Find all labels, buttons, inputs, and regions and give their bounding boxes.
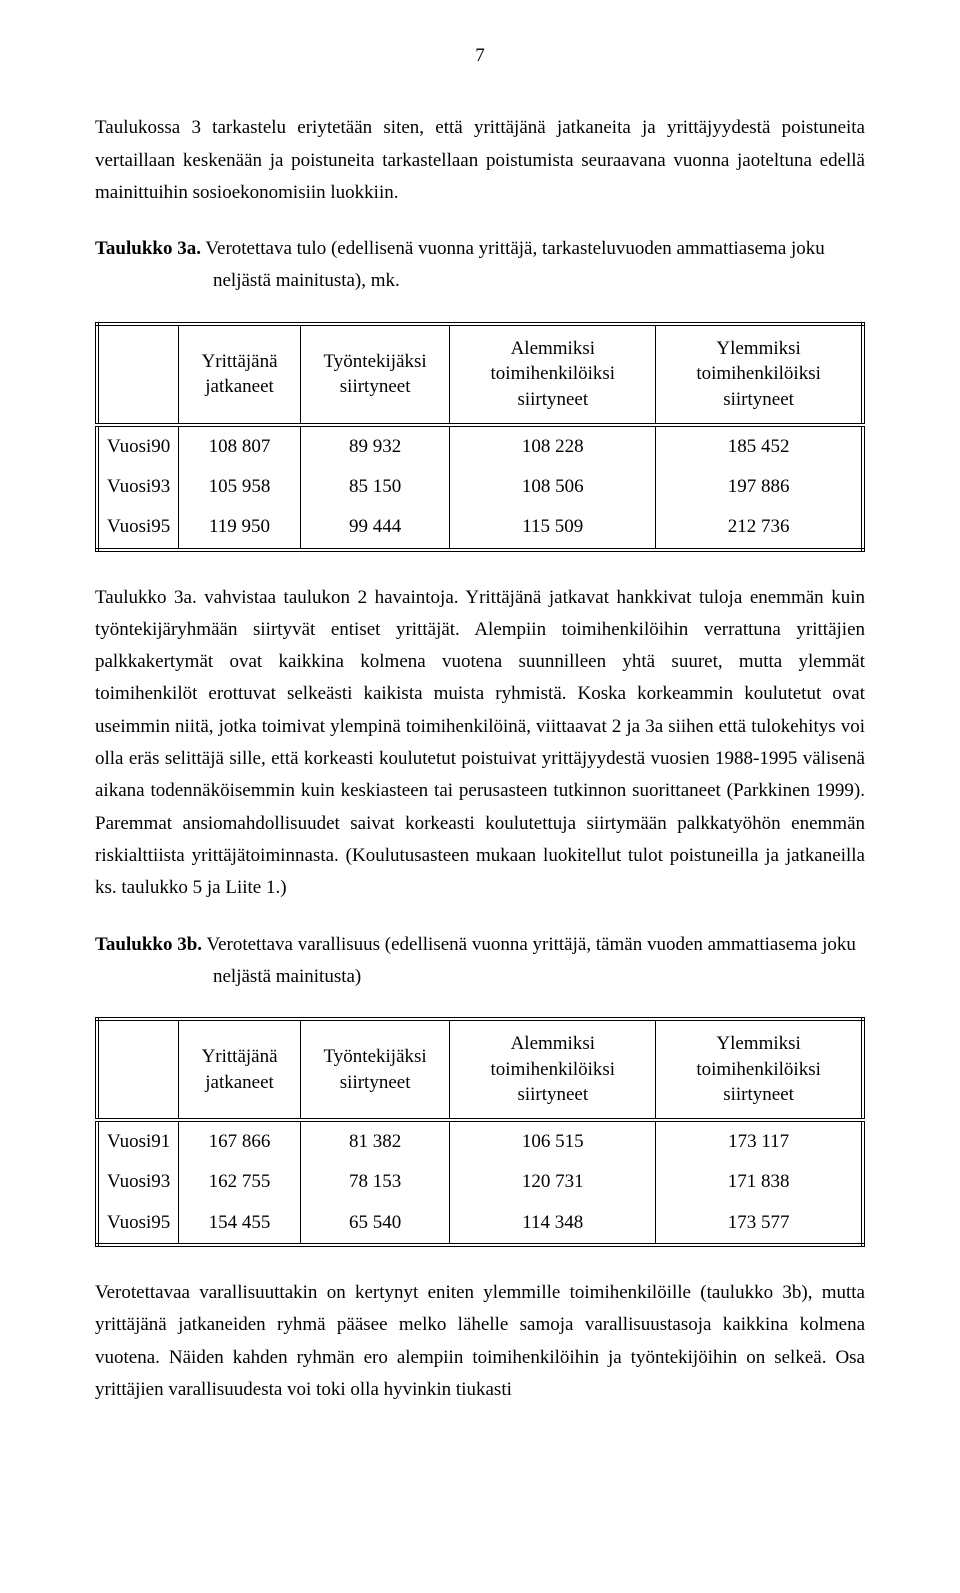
cell: Vuosi95: [97, 1203, 179, 1245]
cell: 212 736: [656, 507, 863, 549]
cell: 114 348: [450, 1203, 656, 1245]
caption-3b-label: Taulukko 3b.: [95, 934, 202, 955]
table-3a-col0: [97, 324, 179, 425]
table-row: Vuosi91 167 866 81 382 106 515 173 117: [97, 1120, 863, 1162]
cell: 85 150: [300, 467, 450, 507]
paragraph-analysis-3b: Verotettavaa varallisuuttakin on kertyny…: [95, 1277, 865, 1406]
table-3a-header-row: Yrittäjänä jatkaneet Työntekijäksi siirt…: [97, 324, 863, 425]
cell: 167 866: [179, 1120, 301, 1162]
table-3b-col0: [97, 1019, 179, 1120]
cell: 78 153: [300, 1162, 450, 1202]
cell: Vuosi95: [97, 507, 179, 549]
table-3a-caption: Taulukko 3a. Verotettava tulo (edellisen…: [95, 233, 865, 298]
cell: 108 807: [179, 425, 301, 467]
table-3b-col4: Ylemmiksi toimihenkilöiksi siirtyneet: [656, 1019, 863, 1120]
table-row: Vuosi95 154 455 65 540 114 348 173 577: [97, 1203, 863, 1245]
cell: Vuosi91: [97, 1120, 179, 1162]
table-3a-col3: Alemmiksi toimihenkilöiksi siirtyneet: [450, 324, 656, 425]
table-3b-header-row: Yrittäjänä jatkaneet Työntekijäksi siirt…: [97, 1019, 863, 1120]
document-page: 7 Taulukossa 3 tarkastelu eriytetään sit…: [0, 0, 960, 1466]
caption-3a-text: Verotettava tulo (edellisenä vuonna yrit…: [201, 238, 825, 291]
cell: 120 731: [450, 1162, 656, 1202]
cell: 89 932: [300, 425, 450, 467]
table-3a-col4: Ylemmiksi toimihenkilöiksi siirtyneet: [656, 324, 863, 425]
table-3b-col2: Työntekijäksi siirtyneet: [300, 1019, 450, 1120]
cell: 65 540: [300, 1203, 450, 1245]
cell: 119 950: [179, 507, 301, 549]
cell: 171 838: [656, 1162, 863, 1202]
page-number: 7: [95, 40, 865, 72]
caption-3a-label: Taulukko 3a.: [95, 238, 201, 259]
cell: 106 515: [450, 1120, 656, 1162]
cell: 108 228: [450, 425, 656, 467]
table-3b-col3: Alemmiksi toimihenkilöiksi siirtyneet: [450, 1019, 656, 1120]
table-3b-caption: Taulukko 3b. Verotettava varallisuus (ed…: [95, 929, 865, 994]
table-row: Vuosi93 105 958 85 150 108 506 197 886: [97, 467, 863, 507]
cell: 173 117: [656, 1120, 863, 1162]
table-row: Vuosi90 108 807 89 932 108 228 185 452: [97, 425, 863, 467]
cell: 185 452: [656, 425, 863, 467]
table-3a-col2: Työntekijäksi siirtyneet: [300, 324, 450, 425]
table-3b: Yrittäjänä jatkaneet Työntekijäksi siirt…: [95, 1017, 865, 1247]
paragraph-intro: Taulukossa 3 tarkastelu eriytetään siten…: [95, 112, 865, 209]
cell: 197 886: [656, 467, 863, 507]
table-3a-col1: Yrittäjänä jatkaneet: [179, 324, 301, 425]
cell: 81 382: [300, 1120, 450, 1162]
cell: 162 755: [179, 1162, 301, 1202]
cell: 99 444: [300, 507, 450, 549]
cell: Vuosi90: [97, 425, 179, 467]
cell: 105 958: [179, 467, 301, 507]
cell: 173 577: [656, 1203, 863, 1245]
cell: 108 506: [450, 467, 656, 507]
paragraph-analysis-3a: Taulukko 3a. vahvistaa taulukon 2 havain…: [95, 582, 865, 905]
cell: Vuosi93: [97, 467, 179, 507]
table-row: Vuosi93 162 755 78 153 120 731 171 838: [97, 1162, 863, 1202]
cell: 115 509: [450, 507, 656, 549]
cell: Vuosi93: [97, 1162, 179, 1202]
table-3b-col1: Yrittäjänä jatkaneet: [179, 1019, 301, 1120]
table-row: Vuosi95 119 950 99 444 115 509 212 736: [97, 507, 863, 549]
caption-3b-text: Verotettava varallisuus (edellisenä vuon…: [202, 934, 856, 987]
table-3a: Yrittäjänä jatkaneet Työntekijäksi siirt…: [95, 322, 865, 552]
cell: 154 455: [179, 1203, 301, 1245]
